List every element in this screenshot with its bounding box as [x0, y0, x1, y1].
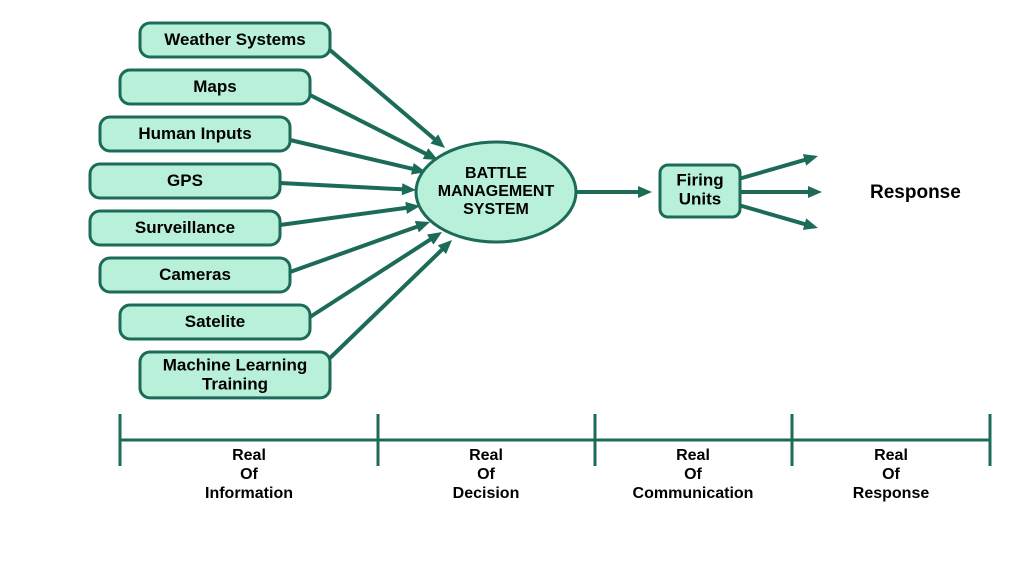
input-box-human: Human Inputs	[100, 117, 290, 151]
arrow-satelite-to-bms	[310, 232, 442, 317]
axis-label-3: RealOfCommunication	[633, 447, 754, 502]
arrow-firing-out-2	[742, 186, 822, 198]
input-label-weather: Weather Systems	[164, 30, 305, 49]
input-label-cameras: Cameras	[159, 265, 231, 284]
input-box-surv: Surveillance	[90, 211, 280, 245]
axis-label-2: RealOfDecision	[453, 447, 520, 502]
input-label-surv: Surveillance	[135, 218, 235, 237]
input-label-gps: GPS	[167, 171, 203, 190]
axis-label-4: RealOfResponse	[853, 447, 930, 502]
arrow-firing-out-1	[742, 154, 818, 178]
input-box-weather: Weather Systems	[140, 23, 330, 57]
arrow-bms-to-firing	[578, 186, 652, 198]
center-node-bms: BATTLEMANAGEMENTSYSTEM	[416, 142, 576, 242]
input-label-human: Human Inputs	[138, 124, 251, 143]
input-label-maps: Maps	[193, 77, 236, 96]
input-box-gps: GPS	[90, 164, 280, 198]
response-label: Response	[870, 182, 961, 203]
arrow-surv-to-bms	[280, 202, 420, 225]
input-box-satelite: Satelite	[120, 305, 310, 339]
battle-management-diagram: Weather Systems Maps Human Inputs GPS Survei…	[0, 0, 1024, 576]
output-label-firing-units: FiringUnits	[676, 171, 723, 209]
phase-axis: RealOfInformation RealOfDecision RealOfCom…	[120, 414, 990, 502]
arrow-firing-out-3	[742, 206, 818, 230]
arrow-cameras-to-bms	[290, 221, 430, 272]
output-box-firing-units: FiringUnits	[660, 165, 740, 217]
input-box-maps: Maps	[120, 70, 310, 104]
arrow-gps-to-bms	[280, 183, 416, 195]
input-label-satelite: Satelite	[185, 312, 245, 331]
arrow-ml-to-bms	[330, 240, 452, 358]
axis-label-1: RealOfInformation	[205, 447, 293, 502]
input-box-ml: Machine LearningTraining	[140, 352, 330, 398]
input-box-cameras: Cameras	[100, 258, 290, 292]
